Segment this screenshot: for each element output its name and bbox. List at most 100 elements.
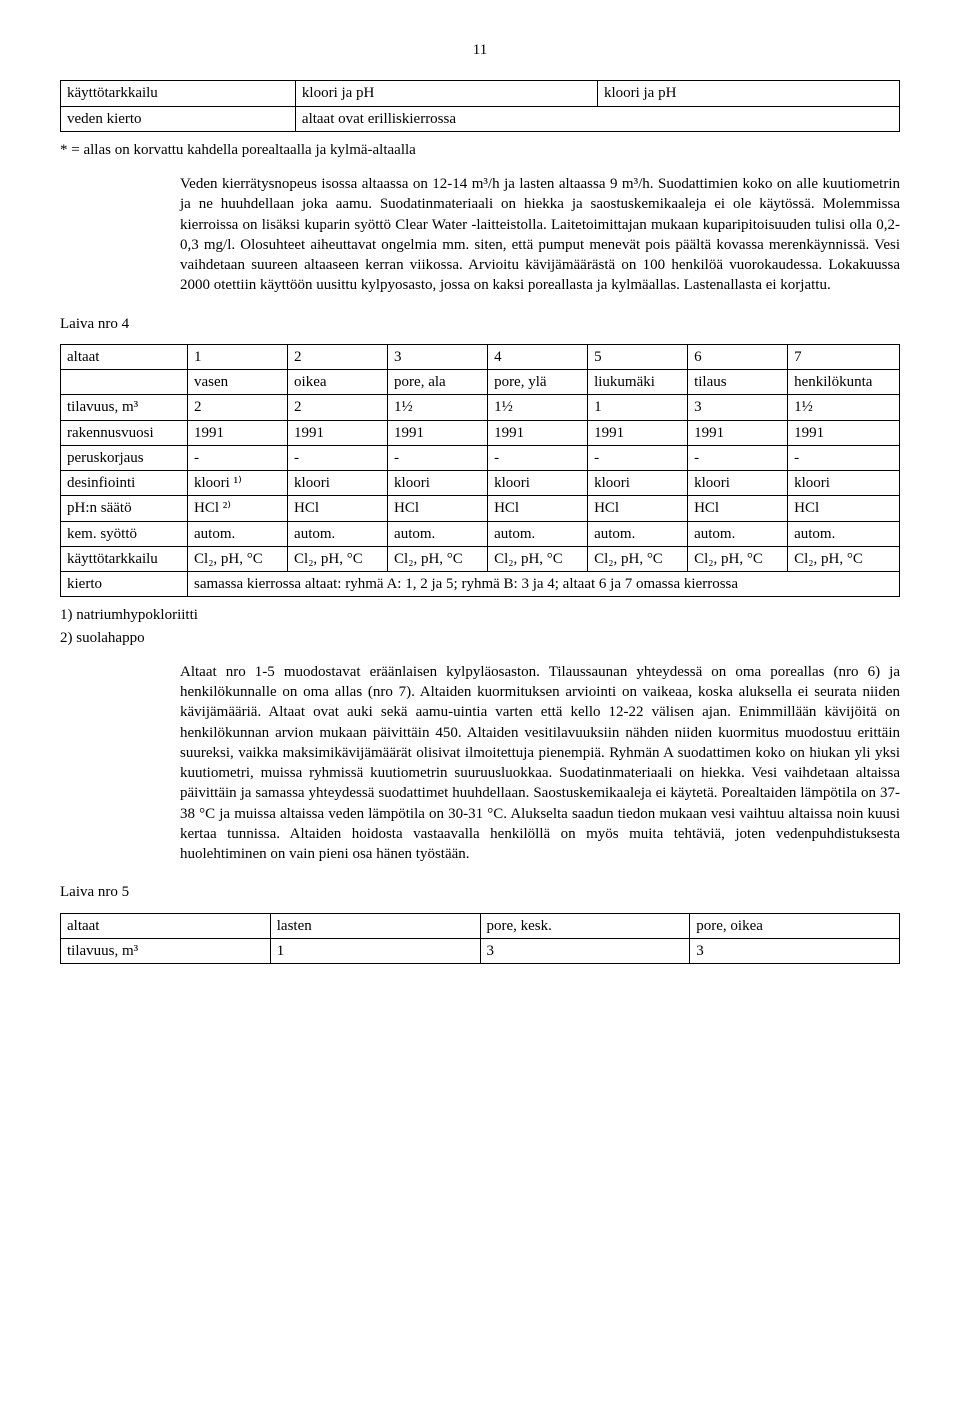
cell: kierto xyxy=(61,572,188,597)
cell: veden kierto xyxy=(61,106,296,131)
table-row: kem. syöttö autom. autom. autom. autom. … xyxy=(61,521,900,546)
cell: 1½ xyxy=(788,395,900,420)
cell: autom. xyxy=(288,521,388,546)
table-row: tilavuus, m³ 2 2 1½ 1½ 1 3 1½ xyxy=(61,395,900,420)
section-label-laiva-4: Laiva nro 4 xyxy=(60,314,900,334)
table-row: veden kierto altaat ovat erilliskierross… xyxy=(61,106,900,131)
cell: Cl₂, pH, °C xyxy=(688,546,788,571)
cell: - xyxy=(788,445,900,470)
cell: Cl₂, pH, °C xyxy=(188,546,288,571)
cell: kloori xyxy=(588,471,688,496)
table-1-footnote: * = allas on korvattu kahdella porealtaa… xyxy=(60,140,900,160)
cell: 1991 xyxy=(288,420,388,445)
table-row: altaat lasten pore, kesk. pore, oikea xyxy=(61,913,900,938)
cell: 2 xyxy=(288,344,388,369)
cell: HCl xyxy=(788,496,900,521)
cell: - xyxy=(488,445,588,470)
cell: 1991 xyxy=(588,420,688,445)
footnote-2: 2) suolahappo xyxy=(60,628,900,648)
cell: pore, ylä xyxy=(488,370,588,395)
table-1: käyttötarkkailu kloori ja pH kloori ja p… xyxy=(60,80,900,132)
cell: pore, oikea xyxy=(690,913,900,938)
cell: Cl₂, pH, °C xyxy=(788,546,900,571)
table-row: tilavuus, m³ 1 3 3 xyxy=(61,938,900,963)
cell: Cl₂, pH, °C xyxy=(588,546,688,571)
cell: 7 xyxy=(788,344,900,369)
cell: 3 xyxy=(690,938,900,963)
cell: 1991 xyxy=(788,420,900,445)
cell: - xyxy=(188,445,288,470)
cell: liukumäki xyxy=(588,370,688,395)
cell: 1991 xyxy=(488,420,588,445)
table-row: käyttötarkkailu Cl₂, pH, °C Cl₂, pH, °C … xyxy=(61,546,900,571)
cell: peruskorjaus xyxy=(61,445,188,470)
cell: 3 xyxy=(688,395,788,420)
cell: - xyxy=(388,445,488,470)
cell: oikea xyxy=(288,370,388,395)
cell: henkilökunta xyxy=(788,370,900,395)
cell: tilavuus, m³ xyxy=(61,395,188,420)
cell: 2 xyxy=(288,395,388,420)
page-number: 11 xyxy=(60,40,900,60)
cell: HCl ²⁾ xyxy=(188,496,288,521)
cell: autom. xyxy=(688,521,788,546)
paragraph-2: Altaat nro 1-5 muodostavat eräänlaisen k… xyxy=(180,662,900,865)
cell: kloori xyxy=(288,471,388,496)
cell: pH:n säätö xyxy=(61,496,188,521)
cell: vasen xyxy=(188,370,288,395)
table-row: altaat 1 2 3 4 5 6 7 xyxy=(61,344,900,369)
cell: kem. syöttö xyxy=(61,521,188,546)
cell: - xyxy=(288,445,388,470)
cell: altaat ovat erilliskierrossa xyxy=(295,106,899,131)
cell: Cl₂, pH, °C xyxy=(388,546,488,571)
cell: kloori xyxy=(688,471,788,496)
table-row: desinfiointi kloori ¹⁾ kloori kloori klo… xyxy=(61,471,900,496)
cell: 3 xyxy=(388,344,488,369)
table-row: vasen oikea pore, ala pore, ylä liukumäk… xyxy=(61,370,900,395)
cell: altaat xyxy=(61,913,271,938)
table-row: pH:n säätö HCl ²⁾ HCl HCl HCl HCl HCl HC… xyxy=(61,496,900,521)
cell: HCl xyxy=(288,496,388,521)
cell: kloori xyxy=(488,471,588,496)
cell: autom. xyxy=(788,521,900,546)
cell: 1 xyxy=(188,344,288,369)
cell: kloori ¹⁾ xyxy=(188,471,288,496)
cell: käyttötarkkailu xyxy=(61,546,188,571)
section-label-laiva-5: Laiva nro 5 xyxy=(60,882,900,902)
cell: - xyxy=(588,445,688,470)
cell: kloori ja pH xyxy=(597,81,899,106)
cell: 5 xyxy=(588,344,688,369)
cell: 1991 xyxy=(688,420,788,445)
cell: rakennusvuosi xyxy=(61,420,188,445)
cell: - xyxy=(688,445,788,470)
cell: HCl xyxy=(588,496,688,521)
cell: 3 xyxy=(480,938,690,963)
cell: altaat xyxy=(61,344,188,369)
cell: pore, kesk. xyxy=(480,913,690,938)
cell: autom. xyxy=(488,521,588,546)
cell: HCl xyxy=(488,496,588,521)
cell: tilaus xyxy=(688,370,788,395)
cell: 4 xyxy=(488,344,588,369)
cell: tilavuus, m³ xyxy=(61,938,271,963)
table-2: altaat 1 2 3 4 5 6 7 vasen oikea pore, a… xyxy=(60,344,900,598)
cell: autom. xyxy=(588,521,688,546)
footnote-1: 1) natriumhypokloriitti xyxy=(60,605,900,625)
cell: pore, ala xyxy=(388,370,488,395)
cell: autom. xyxy=(188,521,288,546)
cell: 1991 xyxy=(388,420,488,445)
cell: autom. xyxy=(388,521,488,546)
cell: kloori ja pH xyxy=(295,81,597,106)
cell: HCl xyxy=(688,496,788,521)
table-row: kierto samassa kierrossa altaat: ryhmä A… xyxy=(61,572,900,597)
cell: kloori xyxy=(388,471,488,496)
cell: 1 xyxy=(588,395,688,420)
cell: kloori xyxy=(788,471,900,496)
cell: HCl xyxy=(388,496,488,521)
cell: Cl₂, pH, °C xyxy=(488,546,588,571)
cell: lasten xyxy=(270,913,480,938)
cell: Cl₂, pH, °C xyxy=(288,546,388,571)
cell: 6 xyxy=(688,344,788,369)
cell xyxy=(61,370,188,395)
table-row: käyttötarkkailu kloori ja pH kloori ja p… xyxy=(61,81,900,106)
